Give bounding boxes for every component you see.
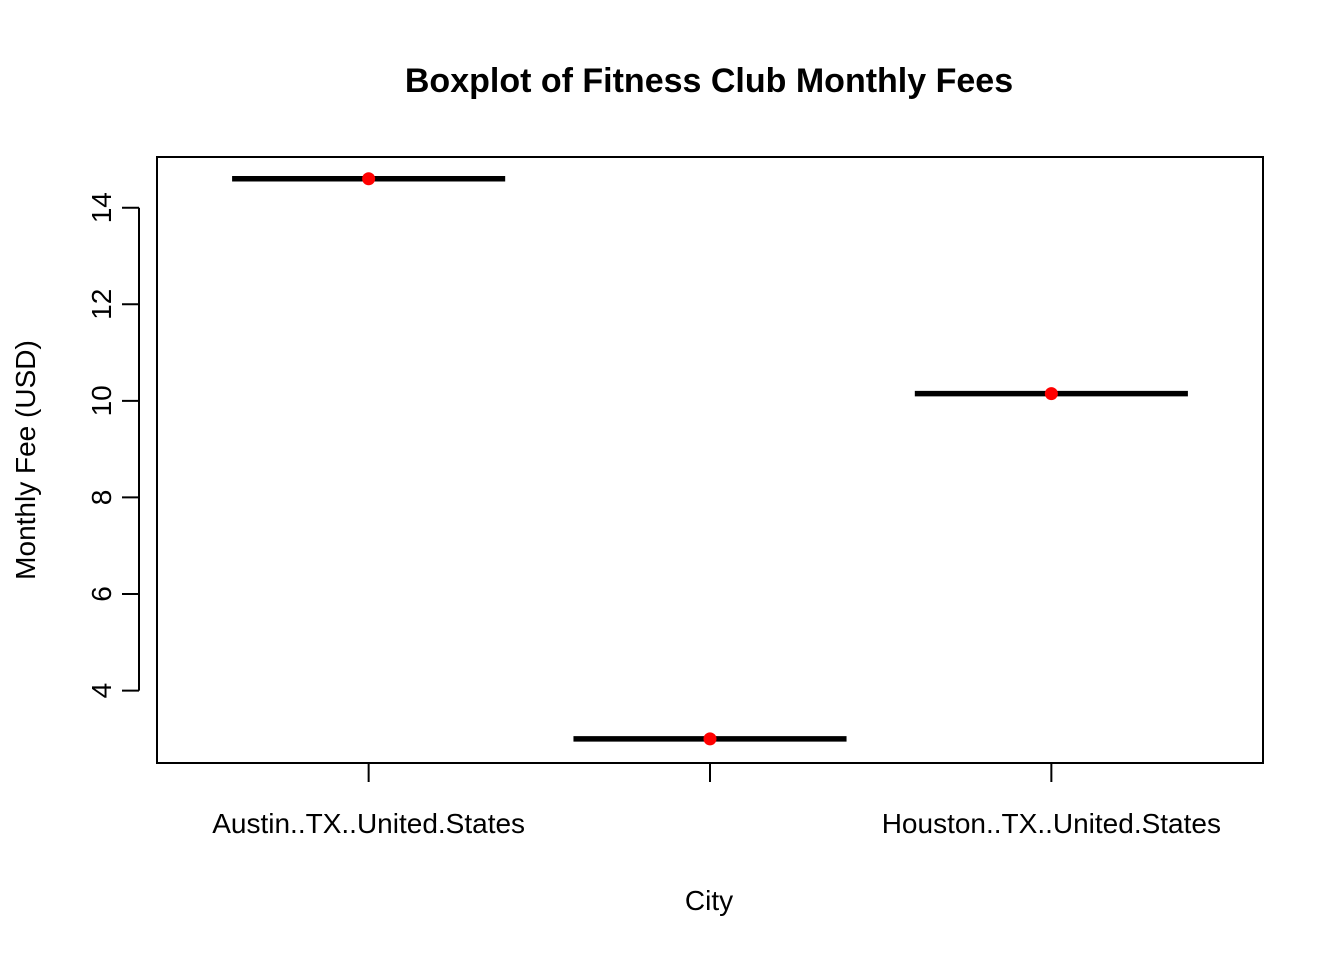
chart-marks [232,172,1188,746]
mean-point [362,172,376,186]
y-tick-label: 14 [86,192,117,223]
y-tick-label: 4 [86,683,117,699]
y-tick-label: 8 [86,490,117,506]
x-axis: Austin..TX..United.States Houston..TX..Un… [212,762,1221,839]
mean-point [1044,387,1058,401]
mean-point [703,732,717,746]
y-axis-label: Monthly Fee (USD) [10,340,41,580]
chart-title: Boxplot of Fitness Club Monthly Fees [405,62,1013,100]
x-tick-label: Houston..TX..United.States [882,808,1221,839]
y-axis: 4 6 8 10 12 14 [86,192,140,699]
y-tick-label: 6 [86,586,117,602]
plot-frame [156,156,1264,764]
x-tick-label: Austin..TX..United.States [212,808,525,839]
y-tick-label: 10 [86,385,117,416]
y-tick-label: 12 [86,289,117,320]
x-axis-label: City [685,885,733,916]
